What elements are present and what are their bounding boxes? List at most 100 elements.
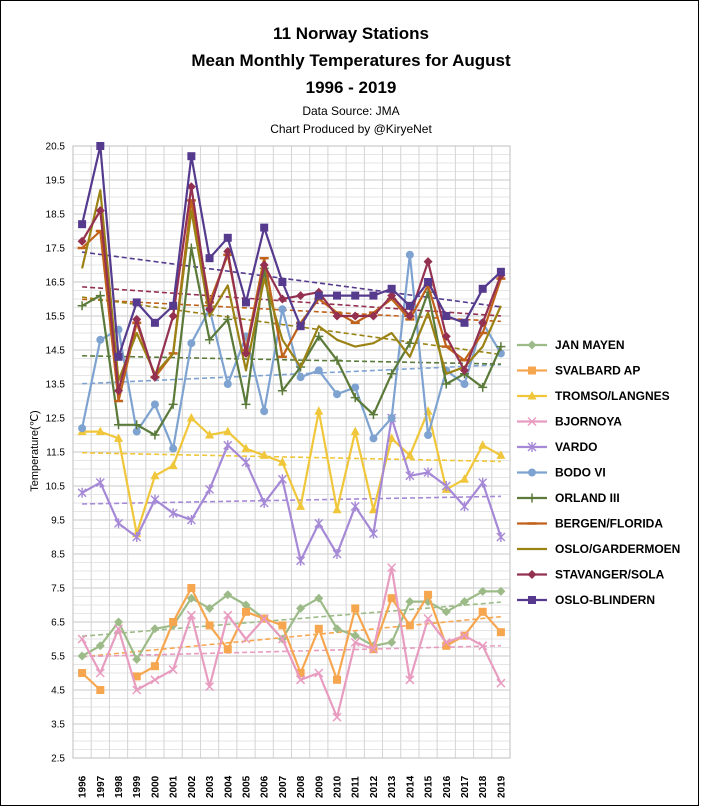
data-point-stavanger-sola <box>459 365 469 375</box>
data-point-bodo-vi <box>369 434 378 443</box>
legend-label: ORLAND III <box>555 491 620 505</box>
data-point-bjornoya <box>223 610 233 620</box>
trendline-svalbard-ap <box>82 615 501 658</box>
data-point-stavanger-sola <box>241 348 251 358</box>
data-point-oslo-blindern <box>278 278 287 286</box>
chart-title-line-1: 11 Norway Stations <box>273 24 429 43</box>
data-point-svalbard-ap <box>424 590 433 599</box>
legend-item-oslo-gardermoen: OSLO/GARDERMOEN <box>517 542 680 556</box>
y-axis-ticks: 2.5 3.5 4.5 5.5 6.5 7.5 8.5 9.5 10.5 11.5 12.5 13.5… <box>46 142 66 765</box>
data-point-bodo-vi <box>260 407 269 416</box>
data-point-stavanger-sola <box>205 304 215 314</box>
data-point-stavanger-sola <box>259 260 269 270</box>
x-tick-label: 2018 <box>478 775 489 798</box>
x-tick-label: 2004 <box>223 775 234 798</box>
data-point-oslo-blindern <box>96 142 105 150</box>
data-point-svalbard-ap <box>405 621 414 630</box>
x-tick-label: 2017 <box>460 775 471 798</box>
series-layer <box>77 142 506 722</box>
y-tick-label: 4.5 <box>51 686 65 697</box>
series-line-orland-iii <box>81 246 502 437</box>
legend-swatch-marker <box>527 416 537 427</box>
data-point-orland-iii <box>368 410 378 420</box>
data-point-bodo-vi <box>424 431 433 439</box>
x-tick-label: 2001 <box>169 775 180 798</box>
data-point-bodo-vi <box>387 414 396 422</box>
legend-swatch-marker <box>527 442 537 452</box>
series-stavanger-sola <box>77 182 506 396</box>
data-point-bjornoya <box>95 668 105 678</box>
legend-swatch-marker <box>527 493 537 503</box>
data-point-bodo-vi <box>314 366 323 375</box>
data-point-bodo-vi <box>132 427 141 436</box>
data-point-vardo <box>277 474 287 485</box>
data-point-oslo-blindern <box>78 220 87 229</box>
data-point-tromso-langnes <box>405 450 415 459</box>
y-tick-label: 2.5 <box>51 754 65 765</box>
data-point-stavanger-sola <box>441 331 451 341</box>
data-point-stavanger-sola <box>405 311 415 321</box>
legend-label: BERGEN/FLORIDA <box>555 517 663 531</box>
chart-subtitle-credit: Chart Produced by @KiryeNet <box>270 122 432 136</box>
data-point-oslo-blindern <box>150 318 159 327</box>
data-point-tromso-langnes <box>368 504 378 514</box>
x-tick-label: 2015 <box>424 775 435 798</box>
chart-title-line-2: Mean Monthly Temperatures for August <box>191 51 511 70</box>
trendline-tromso-langnes <box>82 451 501 463</box>
trendline-orland-iii <box>82 354 501 365</box>
data-point-bjornoya <box>168 665 178 675</box>
data-point-vardo <box>114 518 124 529</box>
data-point-svalbard-ap <box>169 618 178 626</box>
y-tick-label: 3.5 <box>51 720 65 731</box>
data-point-bjornoya <box>459 631 470 641</box>
legend-label: TROMSO/LANGNES <box>555 389 670 403</box>
y-tick-label: 8.5 <box>51 550 65 561</box>
data-point-vardo <box>350 501 360 512</box>
data-point-tromso-langnes <box>259 450 269 459</box>
data-point-bodo-vi <box>460 380 469 388</box>
y-tick-label: 6.5 <box>51 618 65 629</box>
data-point-bjornoya <box>150 675 160 685</box>
x-tick-label: 2000 <box>150 775 161 798</box>
data-point-bodo-vi <box>351 383 360 392</box>
x-tick-label: 2010 <box>333 775 344 798</box>
trendline-oslo-blindern <box>82 251 501 308</box>
y-tick-label: 13.5 <box>46 380 66 391</box>
chart-title-line-3: 1996 - 2019 <box>306 78 397 97</box>
data-point-jan-mayen <box>296 603 306 613</box>
data-point-orland-iii <box>387 369 397 379</box>
y-tick-label: 14.5 <box>46 346 66 357</box>
y-tick-label: 9.5 <box>51 516 65 527</box>
data-point-tromso-langnes <box>205 430 215 439</box>
legend-swatch-marker <box>528 468 536 477</box>
x-axis-ticks: 1996 1997 1998 1999 2000 2001 2002 2003 2004 2005… <box>78 775 508 798</box>
data-point-bjornoya <box>205 682 215 692</box>
data-point-vardo <box>459 501 469 512</box>
data-point-orland-iii <box>496 342 506 352</box>
data-point-jan-mayen <box>478 586 488 596</box>
legend-item-stavanger-sola: STAVANGER/SOLA <box>517 568 665 582</box>
data-point-jan-mayen <box>496 586 506 596</box>
data-point-bjornoya <box>277 634 287 644</box>
legend-item-bergen-florida: BERGEN/FLORIDA <box>517 517 663 531</box>
data-point-svalbard-ap <box>223 645 232 654</box>
data-point-vardo <box>405 470 415 481</box>
data-point-vardo <box>259 498 269 508</box>
data-point-oslo-blindern <box>205 254 214 263</box>
legend-item-svalbard-ap: SVALBARD AP <box>517 364 640 378</box>
legend-label: BJORNOYA <box>555 415 622 429</box>
plot-grid <box>72 145 511 759</box>
x-tick-label: 1996 <box>78 775 89 798</box>
data-point-bjornoya <box>113 624 124 634</box>
data-point-stavanger-sola <box>478 318 488 328</box>
data-point-vardo <box>314 518 324 529</box>
data-point-vardo <box>368 528 378 539</box>
data-point-bjornoya <box>496 678 506 688</box>
data-point-oslo-blindern <box>333 291 342 300</box>
data-point-jan-mayen <box>314 593 324 603</box>
data-point-svalbard-ap <box>496 628 505 637</box>
data-point-svalbard-ap <box>387 594 396 603</box>
x-tick-label: 2008 <box>296 775 307 798</box>
data-point-tromso-langnes <box>332 504 342 514</box>
